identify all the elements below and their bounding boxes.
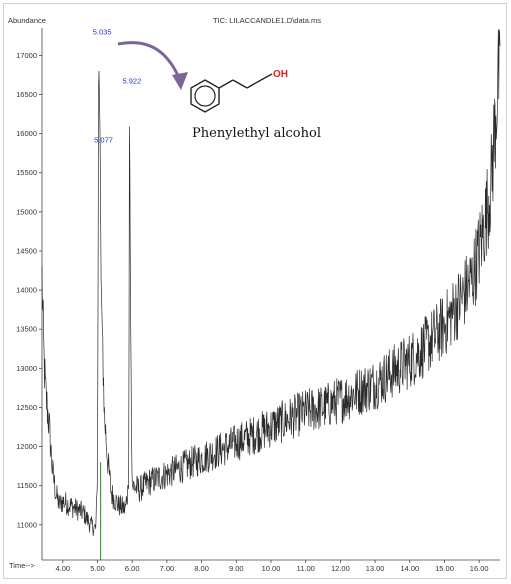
x-tick-label: 15.00	[435, 564, 454, 573]
y-tick-label: 16000	[16, 129, 37, 138]
peak-label: 5.922	[123, 77, 142, 86]
y-tick-label: 11000	[17, 520, 37, 529]
peak-label: 5.035	[93, 28, 112, 37]
x-axis-label: Time-->	[9, 561, 35, 570]
x-tick-label: 5.00	[90, 564, 105, 573]
x-tick-label: 14.00	[400, 564, 419, 573]
y-tick-label: 12500	[16, 403, 37, 412]
oh-label: OH	[273, 69, 288, 80]
x-tick-label: 12.00	[331, 564, 350, 573]
x-tick-label: 9.00	[229, 564, 244, 573]
y-tick-label: 17000	[16, 51, 37, 60]
y-tick-label: 16500	[16, 90, 37, 99]
annotation-arrowhead	[172, 72, 188, 90]
y-tick-label: 13500	[16, 325, 37, 334]
x-tick-label: 6.00	[125, 564, 140, 573]
series-line	[41, 29, 501, 536]
peak-labels: 5.035 5.077 5.922	[93, 28, 142, 145]
chart-title: TIC: LILACCANDLE1.D\data.ms	[213, 16, 321, 25]
x-tick-label: 11.00	[297, 564, 315, 573]
y-tick-label: 14000	[16, 286, 37, 295]
peak-label: 5.077	[94, 135, 113, 144]
y-tick-label: 15000	[16, 207, 37, 216]
x-tick-label: 7.00	[160, 564, 175, 573]
x-tick-label: 13.00	[366, 564, 385, 573]
x-ticks: 4.00 5.00 6.00 7.00 8.00 9.00 10.00 11.00 12.00 1…	[56, 560, 489, 573]
x-tick-label: 16.00	[470, 564, 489, 573]
x-tick-label: 4.00	[56, 564, 71, 573]
phenylethyl-alcohol-structure: OH	[190, 69, 288, 113]
y-tick-label: 12000	[16, 442, 37, 451]
chart-frame	[3, 3, 507, 579]
compound-name: Phenylethyl alcohol	[192, 126, 321, 141]
y-ticks: 11000 11500 12000 12500 13000 13500 14000 14500…	[16, 51, 42, 529]
x-tick-label: 10.00	[262, 564, 281, 573]
y-tick-label: 14500	[16, 246, 37, 255]
x-tick-label: 8.00	[194, 564, 209, 573]
y-tick-label: 15500	[16, 168, 37, 177]
annotation-arrow	[117, 41, 182, 81]
y-tick-label: 13000	[16, 364, 37, 373]
y-axis-label: Abundance	[8, 16, 46, 25]
series-group	[41, 29, 501, 536]
y-tick-label: 11500	[17, 481, 37, 490]
